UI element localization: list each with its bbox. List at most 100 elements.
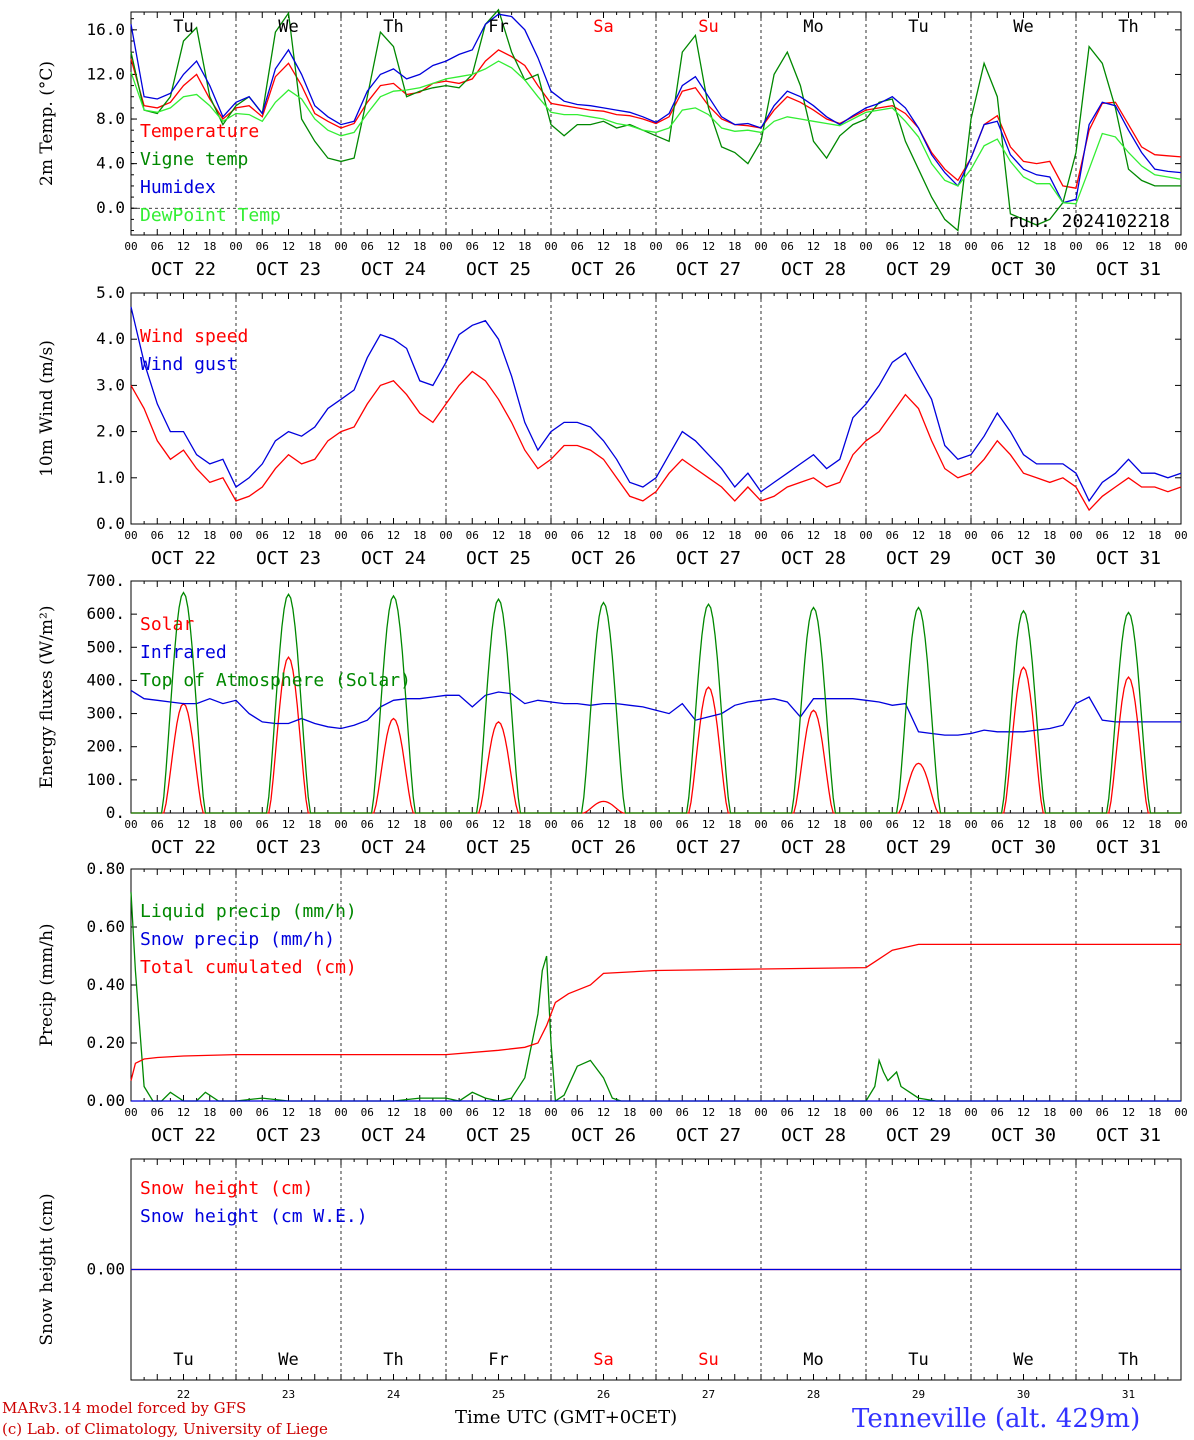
y-tick-label: 0.20 xyxy=(86,1033,125,1052)
hour-tick-label: 18 xyxy=(728,818,741,831)
hour-tick-label: 00 xyxy=(124,818,137,831)
day-name-label: Th xyxy=(1118,17,1138,37)
hour-tick-label: 12 xyxy=(912,1106,925,1119)
legend-entry: Solar xyxy=(140,614,194,635)
hour-tick-label: 18 xyxy=(1043,529,1056,542)
hour-tick-label: 00 xyxy=(124,529,137,542)
panel-5: 0.00 Snow height (cm) Snow height (cm) Snow… xyxy=(37,1158,1182,1401)
date-label: OCT 31 xyxy=(1096,259,1161,280)
series-line-2 xyxy=(130,689,1181,736)
hour-tick-label: 12 xyxy=(702,529,715,542)
y-tick-label: 300. xyxy=(86,704,125,723)
date-label: OCT 28 xyxy=(781,259,846,280)
hour-tick-label: 00 xyxy=(439,240,452,253)
hour-tick-label: 06 xyxy=(151,1106,164,1119)
hour-tick-label: 12 xyxy=(1017,1106,1030,1119)
y-tick-label: 12.0 xyxy=(86,64,125,83)
hour-tick-label: 18 xyxy=(1043,1106,1056,1119)
y-tick-label: 0.0 xyxy=(96,514,125,533)
y-tick-label: 4.0 xyxy=(96,154,125,173)
hour-tick-label: 18 xyxy=(938,818,951,831)
hour-tick-label: 00 xyxy=(124,1106,137,1119)
day-number-label: 28 xyxy=(807,1388,820,1401)
hour-tick-label: 12 xyxy=(597,240,610,253)
series-line-4 xyxy=(130,60,1182,205)
date-label: OCT 22 xyxy=(151,548,216,569)
hour-tick-label: 06 xyxy=(151,240,164,253)
hour-tick-label: 18 xyxy=(938,1106,951,1119)
hour-tick-label: 06 xyxy=(1096,818,1109,831)
date-label: OCT 24 xyxy=(361,1125,426,1146)
hour-tick-label: 18 xyxy=(518,240,531,253)
hour-tick-label: 00 xyxy=(649,240,662,253)
hour-tick-label: 06 xyxy=(991,1106,1004,1119)
hour-tick-label: 06 xyxy=(886,1106,899,1119)
day-name-label: We xyxy=(1013,17,1033,37)
hour-tick-label: 18 xyxy=(728,529,741,542)
legend-entry: Temperature xyxy=(140,121,259,142)
hour-tick-label: 00 xyxy=(439,529,452,542)
date-label: OCT 30 xyxy=(991,259,1056,280)
date-label: OCT 25 xyxy=(466,1125,531,1146)
hour-tick-label: 18 xyxy=(623,1106,636,1119)
date-label: OCT 28 xyxy=(781,837,846,858)
hour-tick-label: 06 xyxy=(1096,1106,1109,1119)
hour-tick-label: 00 xyxy=(964,818,977,831)
hour-tick-label: 00 xyxy=(229,818,242,831)
hour-tick-label: 18 xyxy=(308,1106,321,1119)
hour-tick-label: 18 xyxy=(728,1106,741,1119)
hour-tick-label: 06 xyxy=(466,529,479,542)
day-name-label: We xyxy=(278,17,298,37)
hour-tick-label: 12 xyxy=(597,818,610,831)
hour-tick-label: 00 xyxy=(334,529,347,542)
hour-tick-label: 00 xyxy=(439,1106,452,1119)
day-name-label: Tu xyxy=(173,1350,193,1370)
date-label: OCT 24 xyxy=(361,548,426,569)
hour-tick-label: 06 xyxy=(1096,529,1109,542)
y-tick-label: 3.0 xyxy=(96,375,125,394)
hour-tick-label: 00 xyxy=(859,529,872,542)
hour-tick-label: 06 xyxy=(781,240,794,253)
hour-tick-label: 00 xyxy=(754,1106,767,1119)
hour-tick-label: 06 xyxy=(991,529,1004,542)
y-tick-label: 0.60 xyxy=(86,917,125,936)
hour-tick-label: 06 xyxy=(466,1106,479,1119)
date-label: OCT 31 xyxy=(1096,548,1161,569)
date-label: OCT 29 xyxy=(886,1125,951,1146)
hour-tick-label: 00 xyxy=(229,529,242,542)
y-tick-label: 1.0 xyxy=(96,468,125,487)
legend-entry: DewPoint Temp xyxy=(140,205,281,226)
hour-tick-label: 12 xyxy=(597,1106,610,1119)
legend-entry: Humidex xyxy=(140,177,216,198)
date-label: OCT 29 xyxy=(886,259,951,280)
y-tick-label: 200. xyxy=(86,737,125,756)
hour-tick-label: 12 xyxy=(1122,529,1135,542)
hour-tick-label: 00 xyxy=(1069,240,1082,253)
hour-tick-label: 12 xyxy=(912,529,925,542)
hour-tick-label: 18 xyxy=(308,240,321,253)
hour-tick-label: 06 xyxy=(781,1106,794,1119)
y-axis-label: Energy fluxes (W/m²) xyxy=(37,606,57,789)
legend-entry: Wind speed xyxy=(140,326,248,347)
date-label: OCT 26 xyxy=(571,548,636,569)
legend-entry: Wind gust xyxy=(140,354,238,375)
legend-entry: Infrared xyxy=(140,642,227,663)
hour-tick-label: 18 xyxy=(518,818,531,831)
date-label: OCT 30 xyxy=(991,837,1056,858)
hour-tick-label: 06 xyxy=(361,240,374,253)
hour-tick-label: 18 xyxy=(1043,818,1056,831)
y-tick-label: 5.0 xyxy=(96,283,125,302)
day-name-label: Th xyxy=(383,1350,403,1370)
series-line-3 xyxy=(131,591,1181,814)
panel-2: 00 06 12 18 00 06 12 18 00 06 12 18 00 06 12 18 00 06 12 18… xyxy=(37,283,1188,569)
date-label: OCT 23 xyxy=(256,548,321,569)
hour-tick-label: 18 xyxy=(833,240,846,253)
day-name-label: Tu xyxy=(908,17,928,37)
hour-tick-label: 06 xyxy=(571,240,584,253)
hour-tick-label: 06 xyxy=(676,1106,689,1119)
hour-tick-label: 06 xyxy=(361,1106,374,1119)
panel-4: 00 06 12 18 00 06 12 18 00 06 12 18 00 06 12 18 00 06 12 18… xyxy=(37,859,1188,1146)
hour-tick-label: 12 xyxy=(492,240,505,253)
hour-tick-label: 12 xyxy=(1017,529,1030,542)
